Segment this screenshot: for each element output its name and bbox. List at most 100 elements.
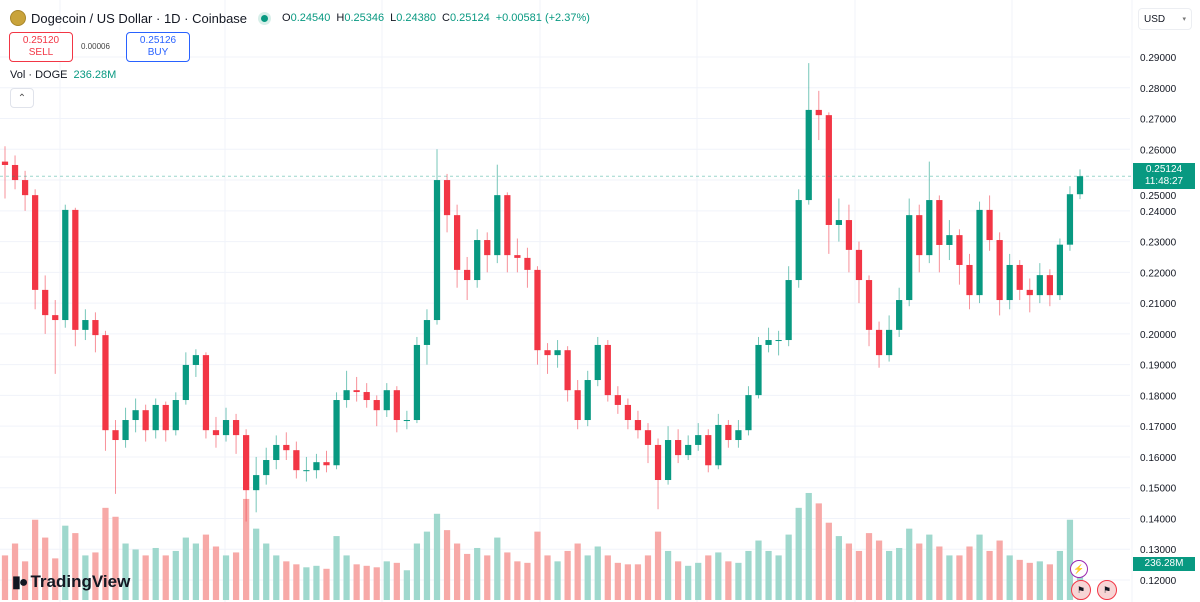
volume-bar	[825, 522, 832, 600]
volume-bar	[62, 525, 69, 600]
symbol-title[interactable]: Dogecoin / US Dollar · 1D · Coinbase	[31, 10, 248, 26]
volume-bar	[584, 555, 591, 600]
volume-bar	[685, 565, 692, 600]
candle-body	[906, 215, 913, 301]
volume-bar	[263, 543, 270, 600]
volume-bar	[845, 543, 853, 600]
candle-body	[383, 390, 390, 411]
us-flag-event-icon[interactable]: ⚑	[1097, 580, 1117, 600]
candle-body	[514, 255, 521, 258]
candle-body	[795, 200, 802, 281]
bar-countdown: 11:48:27	[1144, 176, 1184, 187]
volume-bar	[534, 531, 541, 600]
volume-bar	[464, 553, 471, 600]
buy-button[interactable]: 0.25126 BUY	[126, 32, 190, 62]
candle-body	[775, 340, 782, 342]
candle-body	[303, 470, 310, 472]
candle-body	[112, 430, 119, 441]
candle-body	[1026, 289, 1033, 296]
candle-body	[695, 435, 702, 445]
candle-body	[333, 400, 340, 466]
candle-body	[464, 269, 471, 281]
volume-bar	[614, 562, 621, 600]
volume-bar	[152, 547, 159, 600]
volume-bar	[243, 498, 250, 600]
volume-legend: Vol · DOGE 236.28M	[10, 69, 116, 81]
volume-bar	[52, 558, 59, 600]
sell-button[interactable]: 0.25120 SELL	[9, 32, 73, 62]
candle-body	[835, 220, 842, 225]
lightning-event-icon[interactable]: ⚡	[1070, 560, 1088, 578]
volume-bar	[745, 550, 752, 600]
volume-bar	[926, 534, 933, 600]
tradingview-logo-icon: ▮●	[12, 574, 29, 591]
candle-body	[72, 209, 79, 330]
candle-body	[474, 240, 481, 281]
volume-bar	[182, 537, 189, 600]
candle-body	[313, 462, 320, 471]
last-price-label: 0.25124 11:48:27	[1133, 163, 1195, 189]
y-tick-label: 0.13000	[1140, 545, 1177, 556]
candle-body	[544, 350, 551, 356]
volume-bar	[393, 562, 400, 600]
volume-bar	[896, 547, 903, 600]
y-tick-label: 0.20000	[1140, 330, 1177, 341]
y-tick-label: 0.18000	[1140, 391, 1177, 402]
candle-body	[725, 424, 732, 441]
candle-body	[494, 195, 501, 256]
volume-bar	[544, 555, 551, 600]
volume-bar	[885, 550, 893, 600]
dogecoin-logo-icon	[10, 10, 26, 26]
candle-body	[534, 269, 541, 351]
volume-bar	[705, 555, 712, 600]
volume-bar	[865, 533, 873, 600]
candle-body	[705, 435, 712, 466]
candle-body	[1006, 264, 1013, 301]
volume-bar	[755, 540, 762, 600]
y-tick-label: 0.26000	[1140, 145, 1177, 156]
candle-body	[212, 430, 220, 436]
candle-body	[936, 200, 943, 245]
change-value: +0.00581 (+2.37%)	[495, 12, 590, 24]
volume-bar	[42, 537, 49, 600]
candle-body	[353, 390, 360, 393]
candle-body	[855, 249, 863, 281]
currency-select[interactable]: USD ▾	[1138, 8, 1192, 30]
candle-body	[393, 390, 400, 421]
volume-bar	[785, 534, 792, 600]
collapse-legend-button[interactable]: ⌃	[10, 88, 34, 108]
candle-body	[443, 180, 451, 216]
volume-bar	[192, 543, 200, 600]
candle-body	[926, 200, 933, 256]
candle-body	[192, 355, 200, 365]
volume-bar	[212, 546, 220, 600]
volume-bar	[936, 546, 943, 600]
volume-bar	[474, 547, 481, 600]
logo-text: TradingView	[30, 572, 131, 591]
y-tick-label: 0.28000	[1140, 84, 1177, 95]
y-tick-label: 0.14000	[1140, 514, 1177, 525]
candle-body	[735, 430, 742, 441]
sell-label: SELL	[28, 47, 54, 58]
volume-bar	[1016, 559, 1023, 600]
y-tick-label: 0.21000	[1140, 299, 1177, 310]
candle-body	[243, 435, 250, 491]
volume-bar	[112, 516, 119, 600]
symbol-header: Dogecoin / US Dollar · 1D · Coinbase O0.…	[10, 10, 596, 26]
us-flag-event-icon[interactable]: ⚑	[1071, 580, 1091, 600]
candle-body	[152, 404, 159, 431]
tradingview-logo[interactable]: ▮● TradingView	[12, 572, 130, 592]
candle-body	[42, 289, 49, 316]
y-tick-label: 0.22000	[1140, 268, 1177, 279]
candle-body	[564, 350, 571, 391]
volume-bar	[775, 555, 782, 600]
candle-body	[966, 264, 973, 296]
candle-body	[896, 300, 903, 330]
volume-bar	[383, 561, 390, 600]
y-tick-label: 0.25000	[1140, 191, 1177, 202]
high-value: H0.25346	[336, 12, 385, 24]
volume-bar	[283, 561, 290, 600]
volume-bar	[1056, 550, 1064, 600]
candle-body	[363, 392, 370, 401]
